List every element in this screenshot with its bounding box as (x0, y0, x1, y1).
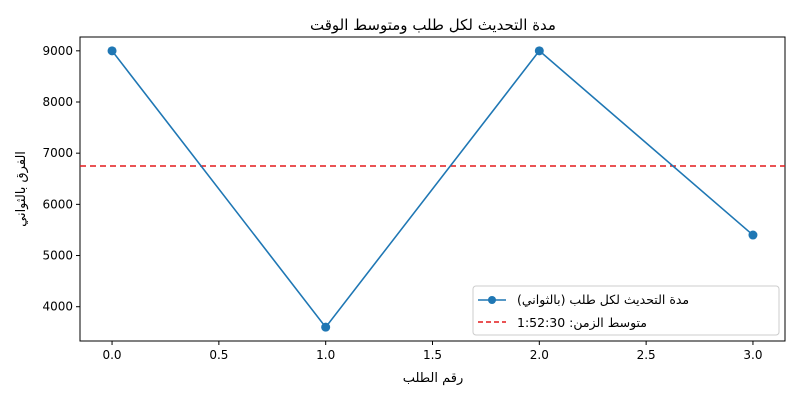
legend: مدة التحديث لكل طلب (بالثواني) متوسط الز… (472, 285, 780, 336)
data-point (321, 322, 331, 332)
y-tick-label: 4000 (42, 300, 73, 314)
x-tick-label: 0.5 (209, 348, 228, 362)
x-axis-title: رقم الطلب (403, 371, 464, 386)
y-axis-title: الفرق بالثواني (14, 151, 29, 227)
legend-label-mean: متوسط الزمن: 1:52:30 (517, 315, 647, 331)
series-layer (107, 46, 758, 332)
x-tick-label: 1.0 (316, 348, 335, 362)
legend-label-series: مدة التحديث لكل طلب (بالثواني) (517, 292, 689, 308)
x-tick-label: 0.0 (102, 348, 121, 362)
x-tick-label: 3.0 (743, 348, 762, 362)
legend-box (472, 285, 780, 336)
x-tick-label: 2.5 (637, 348, 656, 362)
y-tick-label: 5000 (42, 249, 73, 263)
data-point (107, 46, 117, 56)
y-axis: 4000 5000 6000 7000 8000 9000 (42, 44, 80, 314)
y-tick-label: 6000 (42, 197, 73, 211)
y-tick-label: 9000 (42, 44, 73, 58)
y-tick-label: 8000 (42, 95, 73, 109)
x-tick-label: 2.0 (530, 348, 549, 362)
data-point (534, 46, 544, 56)
chart-title: مدة التحديث لكل طلب ومتوسط الوقت (310, 16, 556, 34)
series-line (111, 49, 754, 329)
x-axis: 0.0 0.5 1.0 1.5 2.0 2.5 3.0 (102, 341, 763, 362)
legend-series-marker (488, 296, 496, 304)
data-point (748, 230, 758, 240)
x-tick-label: 1.5 (423, 348, 442, 362)
y-tick-label: 7000 (42, 146, 73, 160)
